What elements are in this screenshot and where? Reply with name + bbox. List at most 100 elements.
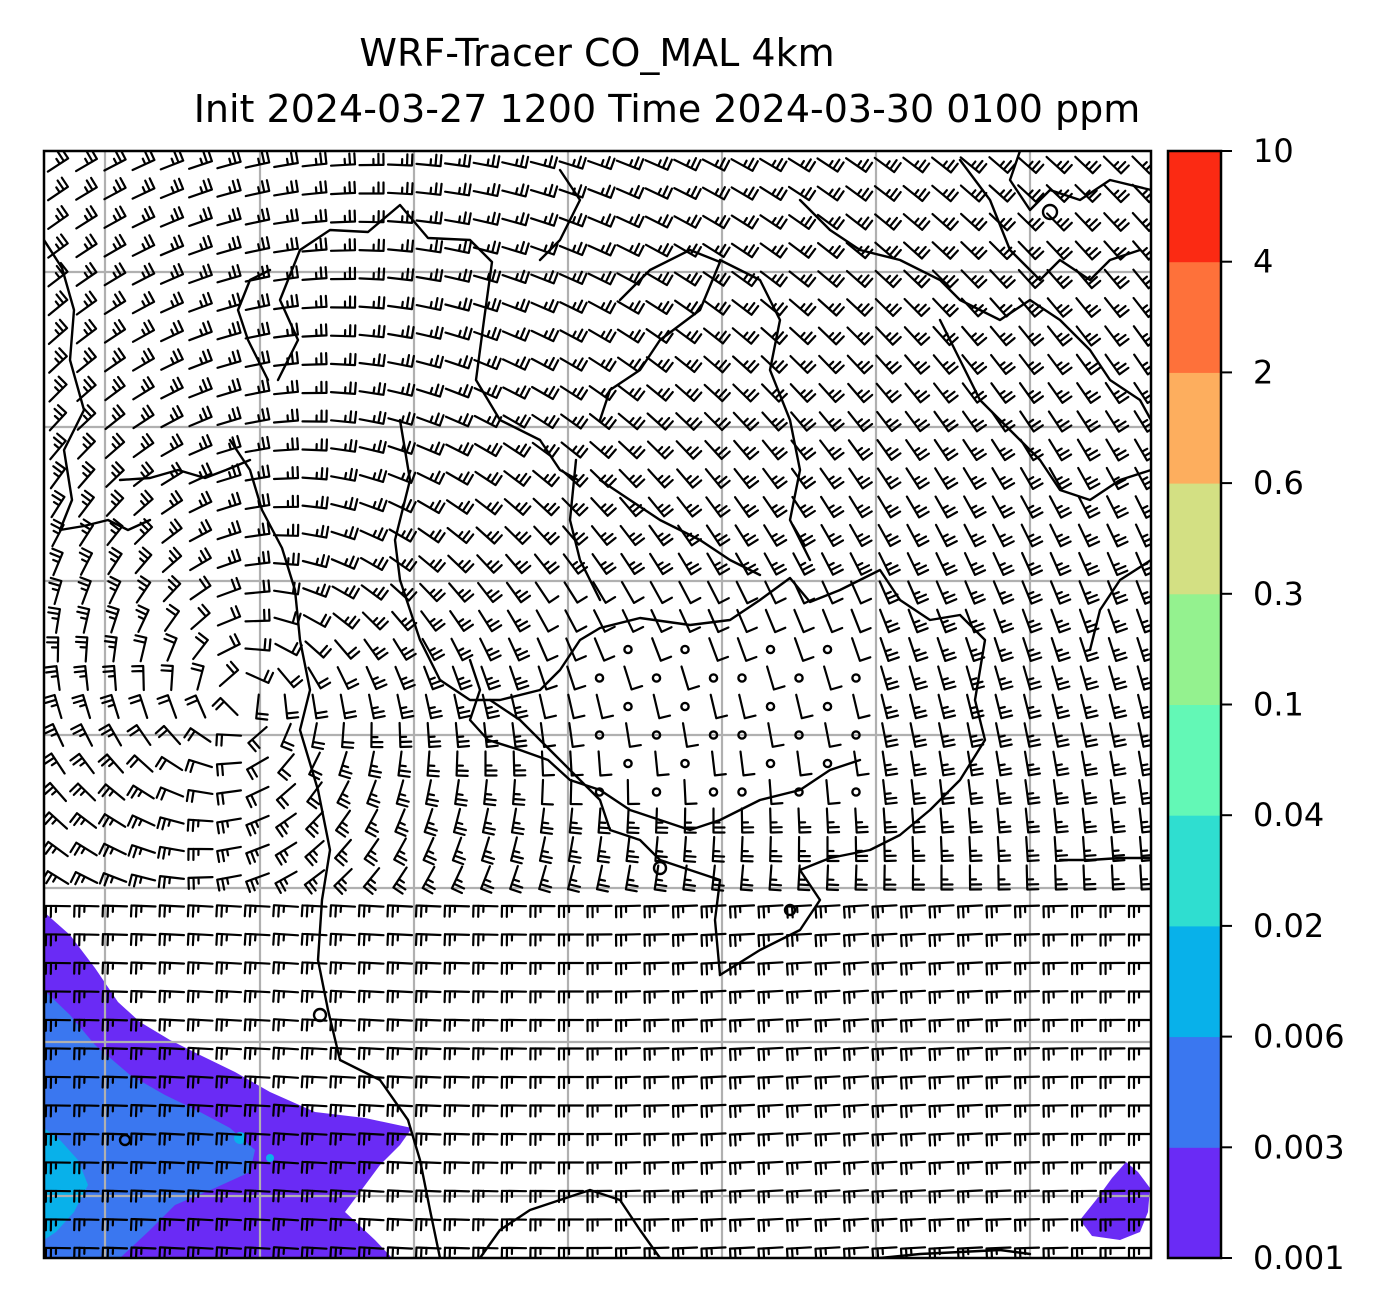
wind-barb: [851, 637, 872, 662]
wind-barb: [871, 1075, 898, 1090]
wind-barb: [479, 637, 502, 662]
wind-barb: [506, 609, 531, 633]
wind-barb: [443, 1218, 471, 1232]
wind-barb: [992, 523, 1015, 548]
wind-barb: [512, 778, 526, 806]
wind-barb: [1019, 467, 1044, 490]
wind-barb: [643, 1189, 670, 1204]
wind-barb: [247, 726, 268, 753]
wind-barb: [357, 1189, 385, 1203]
wind-barb: [44, 1218, 72, 1232]
wind-barb: [272, 494, 300, 509]
wind-barb: [47, 176, 69, 202]
wind-barb: [874, 213, 902, 231]
wind-barb: [985, 961, 1012, 976]
wind-barb: [244, 264, 271, 283]
wind-barb: [414, 1018, 442, 1032]
wind-barb: [44, 1189, 72, 1203]
wind-barb: [161, 518, 183, 544]
wind-barb: [529, 990, 556, 1004]
wind-barb: [588, 385, 617, 401]
wind-barb: [426, 750, 440, 778]
wind-barb: [733, 468, 760, 489]
wind-barb: [647, 468, 674, 489]
wind-barb: [1075, 268, 1102, 290]
wind-barb: [472, 1018, 499, 1032]
wind-barb: [906, 523, 930, 548]
wind-barb: [272, 1246, 300, 1258]
wind-barb: [417, 527, 446, 544]
wind-barb: [272, 465, 300, 481]
wind-barb: [389, 556, 418, 572]
wind-barb: [849, 552, 873, 576]
wind-barb: [158, 989, 186, 1004]
wind-barb: [509, 865, 524, 894]
calm-circle: [851, 673, 861, 683]
wind-barbs: [44, 151, 1151, 1258]
wind-barb: [128, 694, 149, 719]
wind-barb: [671, 1246, 699, 1258]
wind-barb: [643, 961, 670, 976]
wind-barb: [586, 1189, 613, 1204]
wind-barb: [301, 294, 328, 310]
wind-barb: [905, 495, 930, 519]
wind-barb: [272, 1132, 300, 1146]
wind-barb: [568, 807, 583, 835]
wind-barb: [160, 490, 184, 515]
wind-barb: [97, 813, 127, 828]
wind-barb: [386, 1132, 414, 1146]
wind-barb: [472, 240, 501, 255]
wind-barb: [586, 1018, 613, 1033]
wind-barb: [529, 1047, 556, 1061]
wind-barb: [216, 321, 242, 341]
wind-barb: [842, 904, 870, 919]
wind-barb: [728, 1018, 756, 1033]
wind-barb: [160, 319, 184, 343]
wind-barb: [1099, 933, 1126, 947]
wind-barb: [101, 1018, 129, 1032]
wind-barb: [186, 1132, 214, 1146]
wind-barb: [928, 1246, 955, 1258]
wind-barb: [735, 552, 759, 576]
wind-barb: [700, 932, 727, 948]
wind-barb: [1025, 835, 1040, 863]
wind-barb: [619, 524, 646, 547]
wind-barb: [935, 552, 958, 576]
wind-barb: [735, 580, 759, 605]
wind-barb: [1054, 864, 1068, 891]
coastline: [468, 658, 862, 832]
colorbar-tick-label: 10: [1253, 132, 1294, 170]
wind-barb: [759, 242, 788, 259]
wind-barb: [1018, 353, 1045, 376]
colorbar-segment: [1168, 483, 1221, 595]
wind-barb: [990, 382, 1016, 404]
calm-circle: [623, 758, 633, 769]
wind-barb: [132, 433, 155, 459]
wind-barb: [472, 211, 501, 226]
wind-barb: [852, 693, 871, 720]
wind-barb: [764, 608, 787, 634]
wind-barb: [73, 1018, 100, 1032]
wind-barb: [387, 296, 415, 311]
wind-barb: [44, 1246, 72, 1258]
wind-barb: [156, 816, 185, 831]
calm-circle: [737, 730, 747, 740]
wind-barb: [357, 989, 385, 1004]
wind-barb: [586, 904, 613, 919]
wind-barb: [589, 469, 617, 488]
wind-barb: [712, 807, 726, 834]
wind-barb: [928, 1103, 955, 1119]
wind-barb: [1104, 325, 1130, 347]
wind-barb: [452, 807, 467, 836]
wind-barb: [480, 665, 501, 691]
wind-barb: [532, 497, 560, 517]
wind-barb: [189, 575, 212, 601]
wind-barb: [478, 609, 503, 633]
wind-barb: [757, 961, 784, 976]
wind-barb: [1046, 240, 1073, 261]
wind-barb: [816, 185, 845, 202]
wind-barb: [671, 1217, 699, 1233]
wind-barb: [817, 270, 845, 288]
wind-barb: [671, 1046, 699, 1062]
wind-barb: [162, 575, 182, 603]
